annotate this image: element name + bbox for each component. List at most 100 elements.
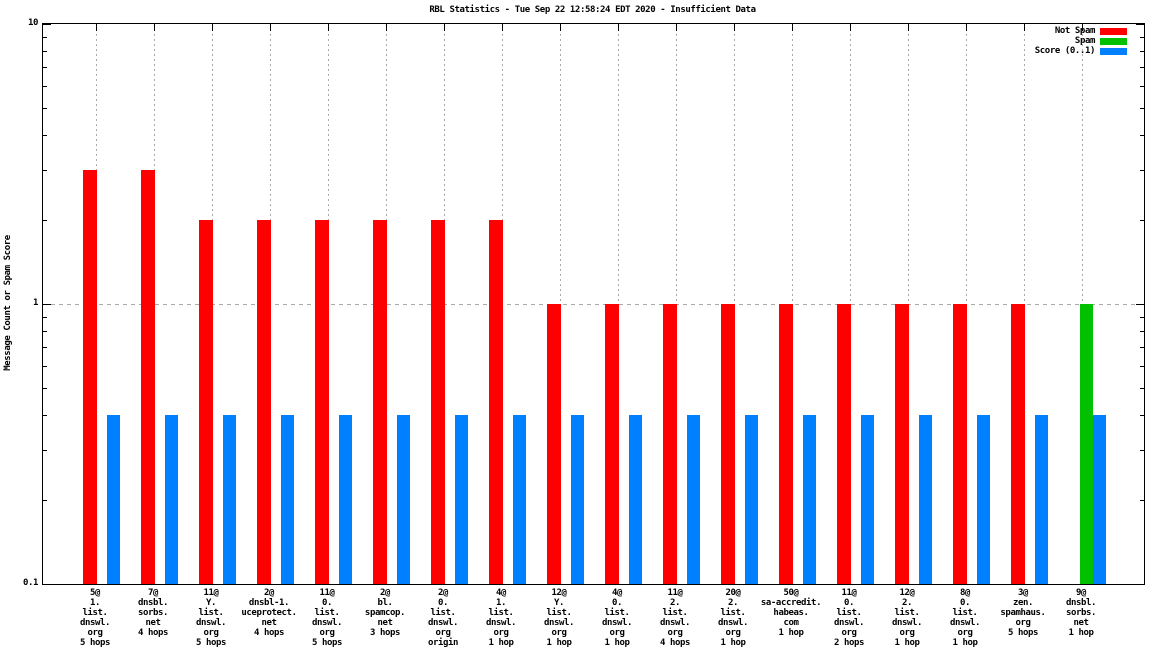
xtick-label-line: list.	[314, 608, 340, 618]
xtick-label-line: 1 hop	[952, 638, 978, 648]
xtick-label-line: 4@	[495, 588, 507, 598]
xtick-label-line: 0.	[843, 598, 855, 608]
xtick-label: 50@ sa-accredit. habeas. com 1 hop	[731, 588, 851, 638]
xtick-label-line: dnsbl-1.	[248, 598, 290, 608]
xtick-label: 8@ 0. list. dnswl. org 1 hop	[905, 588, 1025, 648]
xtick-label-line: 1.	[89, 598, 101, 608]
y-minor-tick-left	[43, 415, 47, 417]
x-tick-bottom	[502, 577, 503, 584]
bar-score	[861, 415, 874, 584]
xtick-label-line: 5 hops	[195, 638, 227, 648]
xtick-label-line: 11@	[841, 588, 857, 598]
bar-not-spam	[489, 219, 503, 584]
y-minor-tick-left	[43, 388, 47, 390]
y-minor-tick-left	[43, 219, 47, 221]
bar-not-spam	[953, 304, 967, 584]
bar-not-spam	[141, 170, 155, 584]
xtick-label-line: dnswl.	[601, 618, 633, 628]
xtick-label: 11@ Y. list. dnswl. org 5 hops	[151, 588, 271, 648]
legend-item: Spam	[1035, 36, 1127, 46]
xtick-label-line: dnswl.	[79, 618, 111, 628]
grid-vline	[328, 24, 329, 584]
legend-item-label: Not Spam	[1054, 26, 1096, 36]
bar-score	[513, 415, 526, 584]
y-minor-tick-left	[43, 67, 47, 69]
xtick-label-line: 0.	[959, 598, 971, 608]
xtick-label: 5@ 1. list. dnswl. org 5 hops	[35, 588, 155, 648]
legend-item: Not Spam	[1035, 26, 1127, 36]
xtick-label-line: dnswl.	[311, 618, 343, 628]
x-tick-bottom	[212, 577, 213, 584]
bar-not-spam	[199, 219, 213, 584]
bar-score	[455, 415, 468, 584]
xtick-label-line: list.	[894, 608, 920, 618]
xtick-label: 4@ 0. list. dnswl. org 1 hop	[557, 588, 677, 648]
xtick-label-line: 1 hop	[778, 628, 804, 638]
y-minor-tick-left	[43, 331, 47, 333]
grid-vline	[444, 24, 445, 584]
xtick-label-line: 5 hops	[1007, 628, 1039, 638]
xtick-label: 2@ 0. list. dnswl. org origin	[383, 588, 503, 648]
y-minor-tick-right	[1140, 450, 1144, 452]
y-minor-tick-right	[1140, 36, 1144, 38]
xtick-label-line: net	[1073, 618, 1089, 628]
bar-score	[571, 415, 584, 584]
xtick-label-line: org	[957, 628, 973, 638]
xtick-label-line: com	[783, 618, 799, 628]
xtick-label-line: org	[87, 628, 103, 638]
xtick-label-line: 5 hops	[311, 638, 343, 648]
grid-vline	[908, 24, 909, 584]
xtick-label-line: habeas.	[773, 608, 809, 618]
xtick-label-line: dnswl.	[949, 618, 981, 628]
xtick-label-line: 0.	[611, 598, 623, 608]
ytick-label: 1	[32, 298, 38, 308]
grid-vline	[212, 24, 213, 584]
x-tick-top	[96, 24, 97, 31]
y-minor-tick-right	[1140, 51, 1144, 53]
xtick-label-line: org	[203, 628, 219, 638]
xtick-label-line: spamcop.	[364, 608, 406, 618]
xtick-label-line: origin	[427, 638, 459, 648]
grid-vline	[792, 24, 793, 584]
xtick-label-line: 8@	[959, 588, 971, 598]
bar-score	[803, 415, 816, 584]
xtick-label-line: 1 hop	[720, 638, 746, 648]
bar-not-spam	[83, 170, 97, 584]
bar-spam	[1080, 304, 1093, 584]
xtick-label: 11@ 0. list. dnswl. org 5 hops	[267, 588, 387, 648]
y-minor-tick-left	[43, 135, 47, 137]
y-major-tick-left	[43, 584, 51, 585]
x-tick-top	[966, 24, 967, 31]
xtick-label-line: net	[261, 618, 277, 628]
xtick-label-line: 2 hops	[833, 638, 865, 648]
legend-swatch	[1100, 37, 1127, 45]
y-minor-tick-right	[1140, 86, 1144, 88]
xtick-label-line: bl.	[377, 598, 393, 608]
xtick-label-line: org	[319, 628, 335, 638]
xtick-label-line: dnswl.	[891, 618, 923, 628]
x-tick-bottom	[676, 577, 677, 584]
bar-score	[1035, 415, 1048, 584]
bar-not-spam	[779, 304, 793, 584]
bar-not-spam	[315, 219, 329, 584]
xtick-label-line: 1.	[495, 598, 507, 608]
y-minor-tick-left	[43, 316, 47, 318]
y-minor-tick-left	[43, 108, 47, 110]
xtick-label-line: dnswl.	[195, 618, 227, 628]
xtick-label-line: org	[493, 628, 509, 638]
plot-area	[42, 23, 1145, 585]
x-tick-bottom	[270, 577, 271, 584]
xtick-label-line: dnswl.	[833, 618, 865, 628]
bar-score	[107, 415, 120, 584]
xtick-label-line: sorbs.	[1065, 608, 1097, 618]
xtick-label-line: 1 hop	[894, 638, 920, 648]
bar-not-spam	[547, 304, 561, 584]
x-tick-top	[560, 24, 561, 31]
xtick-label-line: list.	[604, 608, 630, 618]
xtick-label-line: list.	[952, 608, 978, 618]
xtick-label: 11@ 0. list. dnswl. org 2 hops	[789, 588, 909, 648]
xtick-label-line: dnswl.	[543, 618, 575, 628]
bar-not-spam	[257, 219, 271, 584]
xtick-label-line: Y.	[553, 598, 565, 608]
